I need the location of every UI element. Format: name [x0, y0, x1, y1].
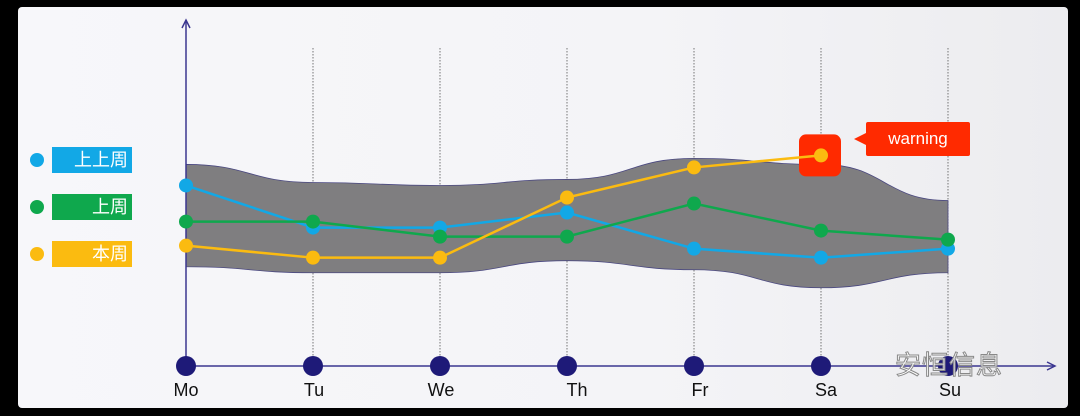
- legend-item-series-1: 上周: [30, 194, 132, 220]
- x-tick-label: We: [427, 380, 455, 400]
- x-tick-label: Sa: [814, 380, 838, 400]
- data-point-series-2: [433, 250, 447, 265]
- x-tick-label: Th: [566, 380, 588, 400]
- data-point-series-0: [814, 250, 828, 265]
- data-point-series-1: [433, 229, 447, 244]
- legend-item-series-0: 上上周: [30, 147, 132, 173]
- legend-marker: [30, 153, 44, 167]
- legend-label: 本周: [52, 241, 132, 267]
- data-point-series-1: [560, 229, 574, 244]
- legend-marker: [30, 200, 44, 214]
- data-point-series-0: [560, 205, 574, 220]
- x-tick-label: Mo: [173, 380, 199, 400]
- x-axis-marker: [811, 356, 831, 376]
- legend-item-series-2: 本周: [30, 241, 132, 267]
- data-point-series-1: [687, 196, 701, 211]
- legend-label: 上上周: [52, 147, 132, 173]
- y-axis-arrow: [181, 18, 191, 29]
- x-axis-marker: [557, 356, 577, 376]
- data-point-series-1: [814, 223, 828, 238]
- legend-marker: [30, 247, 44, 261]
- x-tick-label: Tu: [303, 380, 325, 400]
- watermark: 安恒信息: [894, 350, 1004, 381]
- data-point-series-1: [179, 214, 193, 229]
- data-point-series-2: [687, 160, 701, 175]
- data-point-series-1: [941, 232, 955, 247]
- range-band: [185, 157, 949, 289]
- x-axis-marker: [430, 356, 450, 376]
- x-tick-label: Fr: [691, 380, 709, 400]
- warning-callout: warning: [854, 122, 970, 156]
- x-axis-marker: [938, 356, 958, 376]
- data-point-series-1: [306, 214, 320, 229]
- data-point-series-0: [687, 241, 701, 256]
- data-point-series-2: [179, 238, 193, 253]
- x-axis-marker: [176, 356, 196, 376]
- series-line-2: [185, 154, 822, 259]
- legend-label: 上周: [52, 194, 132, 220]
- data-point-series-0: [179, 178, 193, 193]
- x-tick-label: Su: [938, 380, 962, 400]
- data-point-series-2: [814, 148, 828, 163]
- data-point-series-2: [306, 250, 320, 265]
- x-axis-arrow: [1046, 361, 1057, 371]
- x-axis-marker: [684, 356, 704, 376]
- x-axis-marker: [303, 356, 323, 376]
- data-point-series-2: [560, 190, 574, 205]
